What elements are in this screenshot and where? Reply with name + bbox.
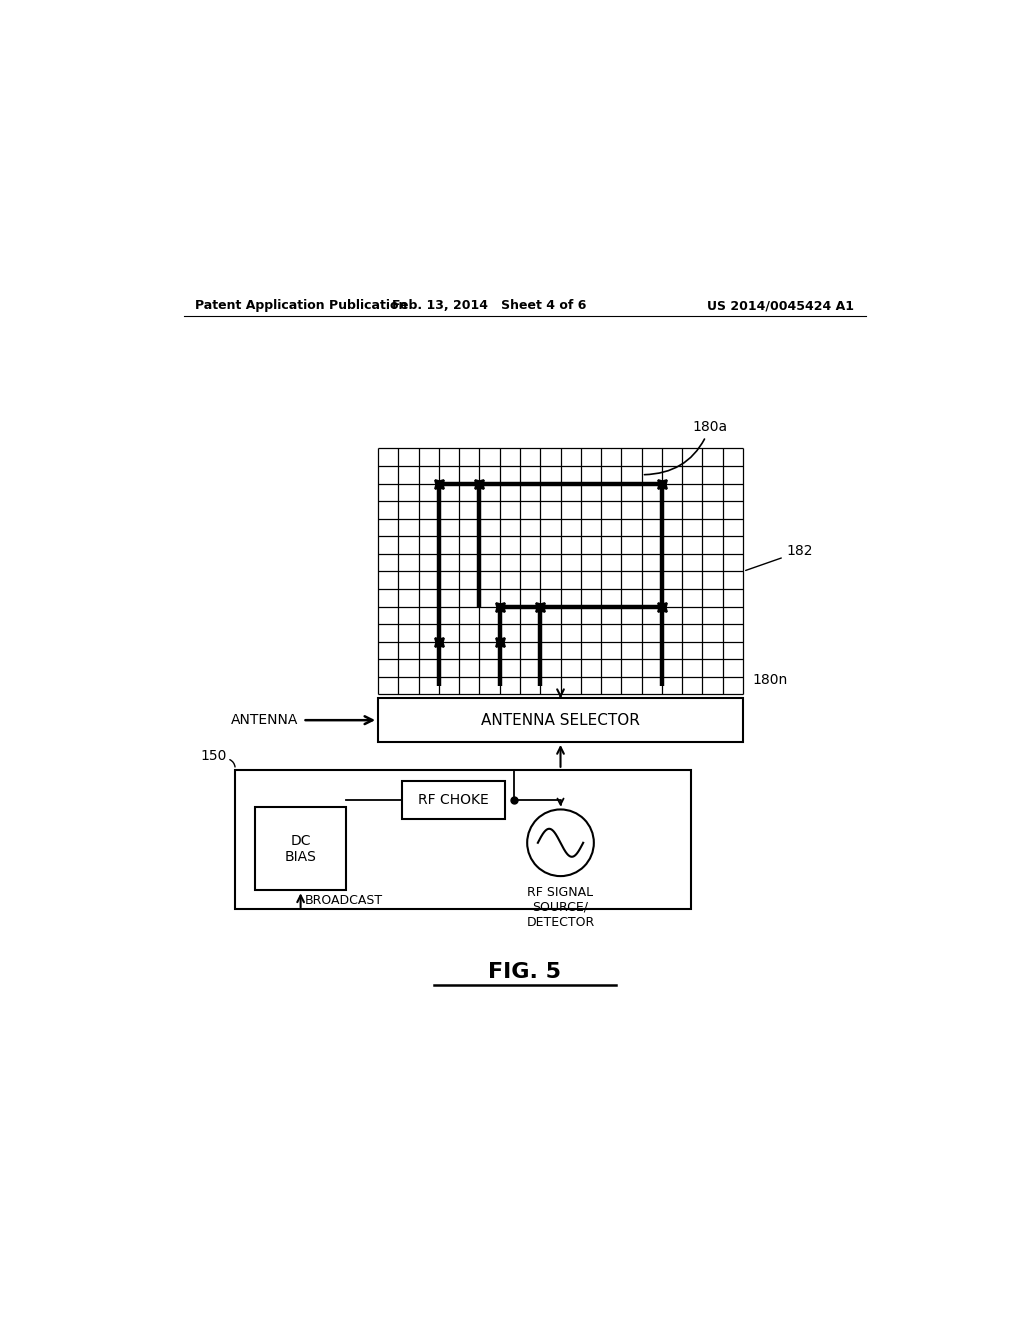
Text: DC
BIAS: DC BIAS xyxy=(285,834,316,863)
Bar xyxy=(378,698,743,742)
Text: RF CHOKE: RF CHOKE xyxy=(418,793,488,807)
Bar xyxy=(255,807,346,891)
Text: 180a: 180a xyxy=(644,420,727,475)
Text: ANTENNA: ANTENNA xyxy=(231,713,299,727)
Text: RF SIGNAL
SOURCE/
DETECTOR: RF SIGNAL SOURCE/ DETECTOR xyxy=(526,886,595,929)
Bar xyxy=(236,770,691,908)
Text: FIG. 5: FIG. 5 xyxy=(488,962,561,982)
Text: Feb. 13, 2014   Sheet 4 of 6: Feb. 13, 2014 Sheet 4 of 6 xyxy=(392,300,587,312)
Text: BROADCAST: BROADCAST xyxy=(304,894,383,907)
Text: 180n: 180n xyxy=(753,673,787,688)
Text: US 2014/0045424 A1: US 2014/0045424 A1 xyxy=(708,300,854,312)
Text: 150: 150 xyxy=(201,750,227,763)
Text: Patent Application Publication: Patent Application Publication xyxy=(196,300,408,312)
Text: ANTENNA SELECTOR: ANTENNA SELECTOR xyxy=(481,713,640,727)
Text: 182: 182 xyxy=(745,544,813,570)
Bar xyxy=(401,781,505,818)
